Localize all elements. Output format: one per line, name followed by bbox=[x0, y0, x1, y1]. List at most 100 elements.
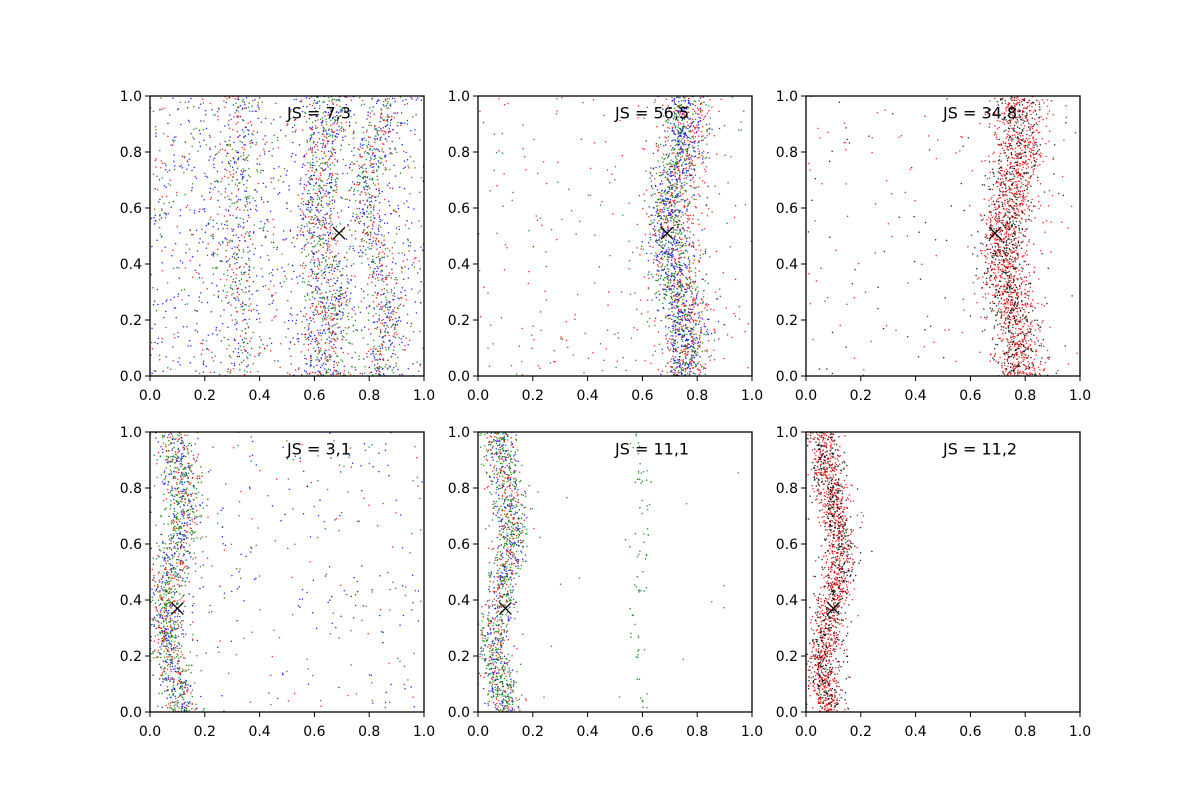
background-point bbox=[311, 147, 314, 149]
band-point bbox=[691, 287, 694, 289]
band-point bbox=[342, 267, 344, 270]
background-point bbox=[156, 189, 159, 191]
band-point bbox=[213, 166, 215, 169]
band-point bbox=[671, 211, 674, 213]
background-point bbox=[353, 250, 355, 252]
background-point bbox=[637, 117, 639, 119]
band-point bbox=[655, 210, 658, 213]
background-point bbox=[179, 215, 182, 217]
band-point bbox=[355, 122, 357, 124]
background-point bbox=[379, 246, 381, 249]
band-point bbox=[252, 363, 254, 365]
band-point bbox=[329, 168, 332, 170]
band-point bbox=[362, 131, 365, 134]
band-point bbox=[244, 262, 247, 265]
background-point bbox=[283, 281, 285, 283]
background-point bbox=[316, 160, 318, 163]
band-point bbox=[649, 171, 651, 173]
band-point bbox=[316, 101, 319, 103]
band-point bbox=[306, 337, 309, 340]
background-point bbox=[316, 194, 319, 197]
band-point bbox=[242, 176, 245, 178]
band-point bbox=[227, 210, 230, 212]
background-point bbox=[406, 102, 409, 105]
band-point bbox=[247, 122, 249, 124]
band-point bbox=[332, 371, 334, 374]
band-point bbox=[328, 133, 331, 135]
band-point bbox=[670, 280, 672, 282]
band-point bbox=[239, 217, 242, 219]
background-point bbox=[350, 278, 352, 281]
band-point bbox=[380, 306, 382, 308]
band-point bbox=[240, 305, 242, 308]
background-point bbox=[336, 277, 339, 279]
band-point bbox=[378, 161, 380, 164]
band-point bbox=[324, 353, 327, 356]
background-point bbox=[489, 324, 492, 327]
background-point bbox=[198, 277, 201, 279]
background-point bbox=[184, 155, 186, 158]
background-point bbox=[341, 197, 344, 200]
band-point bbox=[392, 352, 394, 355]
band-point bbox=[240, 349, 242, 351]
background-point bbox=[202, 339, 204, 342]
band-point bbox=[321, 310, 323, 312]
band-point bbox=[386, 107, 388, 110]
background-point bbox=[184, 141, 187, 144]
band-point bbox=[341, 136, 344, 139]
band-point bbox=[381, 270, 384, 272]
background-point bbox=[413, 208, 415, 210]
band-point bbox=[237, 351, 240, 354]
background-point bbox=[362, 170, 365, 173]
band-point bbox=[335, 369, 337, 372]
band-point bbox=[679, 209, 681, 212]
background-point bbox=[348, 111, 351, 113]
band-point bbox=[320, 203, 322, 206]
background-point bbox=[243, 101, 245, 104]
band-point bbox=[362, 177, 365, 180]
band-point bbox=[329, 134, 332, 137]
band-point bbox=[331, 162, 334, 164]
band-point bbox=[310, 208, 313, 211]
band-point bbox=[345, 303, 347, 306]
background-point bbox=[172, 200, 175, 203]
background-point bbox=[417, 292, 420, 294]
background-point bbox=[418, 191, 421, 194]
background-point bbox=[363, 326, 366, 328]
band-point bbox=[323, 330, 325, 332]
band-point bbox=[379, 218, 381, 221]
band-point bbox=[704, 367, 707, 369]
band-point bbox=[303, 333, 306, 336]
band-point bbox=[376, 133, 379, 135]
background-point bbox=[277, 179, 280, 181]
band-point bbox=[703, 366, 705, 369]
band-point bbox=[243, 135, 245, 138]
band-point bbox=[220, 259, 223, 262]
band-point bbox=[321, 157, 324, 160]
band-point bbox=[381, 161, 383, 163]
band-point bbox=[317, 353, 320, 355]
band-point bbox=[297, 205, 300, 207]
band-point bbox=[371, 166, 373, 169]
band-point bbox=[381, 278, 383, 280]
band-point bbox=[663, 192, 665, 194]
band-point bbox=[311, 149, 313, 151]
band-point bbox=[323, 139, 325, 142]
band-point bbox=[362, 176, 365, 178]
band-point bbox=[317, 202, 320, 205]
band-point bbox=[673, 348, 675, 351]
band-point bbox=[327, 307, 329, 309]
band-point bbox=[327, 96, 330, 99]
band-point bbox=[229, 356, 232, 358]
band-point bbox=[686, 210, 688, 212]
background-point bbox=[271, 155, 273, 157]
band-point bbox=[351, 356, 353, 359]
band-point bbox=[244, 318, 247, 321]
band-point bbox=[688, 287, 691, 290]
background-point bbox=[166, 195, 168, 198]
band-point bbox=[338, 290, 341, 293]
background-point bbox=[226, 220, 228, 222]
band-point bbox=[324, 219, 327, 222]
band-point bbox=[397, 368, 399, 371]
background-point bbox=[234, 323, 236, 326]
